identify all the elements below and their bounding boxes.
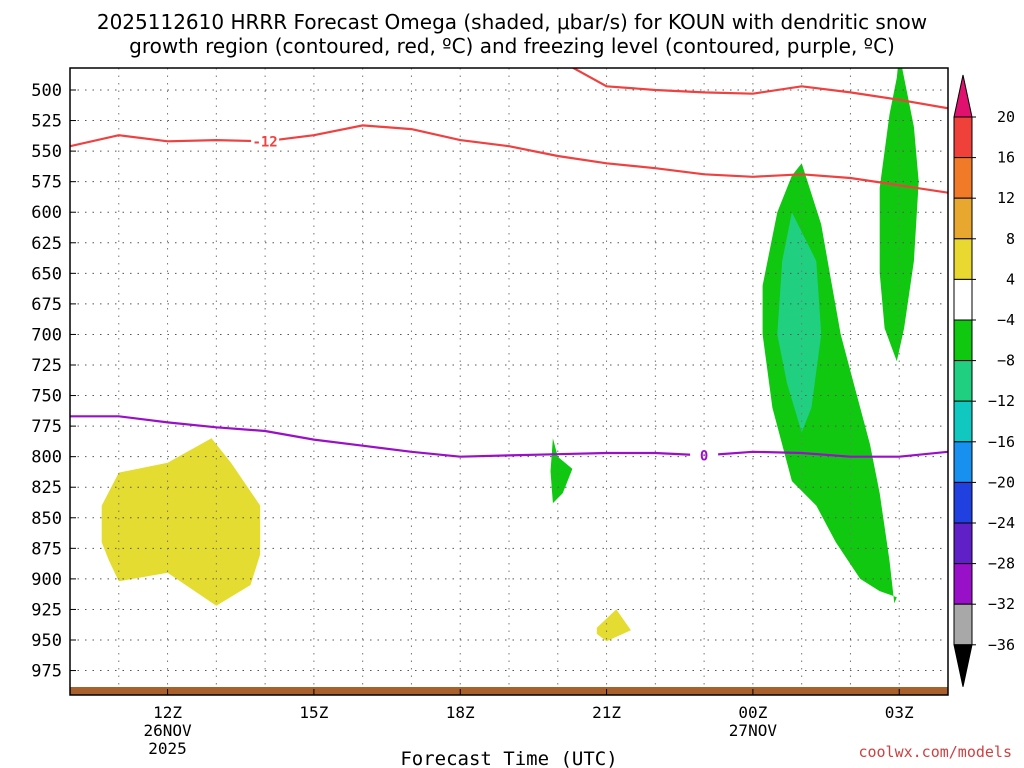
chart-title-line2: growth region (contoured, red, ºC) and f… — [129, 34, 895, 58]
y-tick-label-525: 525 — [31, 112, 62, 132]
colorbar-label-8: −16 — [988, 433, 1015, 451]
x-tick-label-1: 15Z — [299, 703, 328, 722]
colorbar-label-6: −8 — [997, 352, 1015, 370]
colorbar-label-4: 4 — [1006, 270, 1015, 288]
colorbar-band-9 — [953, 481, 973, 524]
y-tick-label-600: 600 — [31, 203, 62, 223]
colorbar-band-12 — [953, 603, 973, 646]
colorbar-band-6 — [953, 360, 973, 402]
y-tick-label-625: 625 — [31, 234, 62, 254]
y-tick-label-975: 975 — [31, 662, 62, 682]
x-tick-label-4: 00Z — [738, 703, 767, 722]
y-tick-label-950: 950 — [31, 631, 62, 651]
x-tick-label-2: 18Z — [446, 703, 475, 722]
dgz-contour-0-label: -12 — [252, 134, 277, 150]
y-tick-label-925: 925 — [31, 600, 62, 620]
colorbar-label-13: −36 — [988, 636, 1015, 654]
y-tick-label-750: 750 — [31, 387, 62, 407]
y-tick-label-825: 825 — [31, 478, 62, 498]
ground-surface — [70, 687, 948, 695]
x-tick-year-0: 2025 — [148, 739, 187, 758]
colorbar-band-7 — [953, 400, 973, 443]
x-tick-label-3: 21Z — [592, 703, 621, 722]
chart-title-line1: 2025112610 HRRR Forecast Omega (shaded, … — [97, 10, 927, 34]
colorbar-band-8 — [953, 441, 973, 483]
dgz-contour-0 — [70, 124, 948, 194]
colorbar-label-1: 16 — [997, 149, 1015, 167]
freezing-level-contour-label: 0 — [700, 448, 708, 464]
plot-frame — [69, 67, 949, 696]
y-tick-label-550: 550 — [31, 142, 62, 162]
omega-region-5 — [879, 68, 919, 362]
y-tick-label-875: 875 — [31, 539, 62, 559]
colorbar-top-arrow — [953, 74, 973, 118]
x-tick-label-0: 12Z — [153, 703, 182, 722]
colorbar-band-5 — [953, 319, 973, 362]
omega-region-2 — [550, 438, 573, 504]
y-tick-label-500: 500 — [31, 81, 62, 101]
colorbar-label-7: −12 — [988, 392, 1015, 410]
omega-region-4 — [777, 212, 822, 433]
colorbar-bottom-arrow — [953, 644, 973, 687]
dgz-contour-1 — [571, 68, 948, 110]
colorbar-label-12: −32 — [988, 595, 1015, 613]
colorbar-band-1 — [953, 157, 973, 199]
freezing-level-contour — [70, 415, 948, 458]
pressure-axis: 500 525 550 575 600 625 650 675 700 725 750 775 800 8… — [31, 81, 76, 682]
omega-region-1 — [596, 609, 631, 642]
y-tick-label-700: 700 — [31, 325, 62, 345]
freezing-level-contour-label-bg — [690, 447, 719, 464]
y-tick-label-575: 575 — [31, 173, 62, 193]
y-tick-label-675: 675 — [31, 295, 62, 315]
dgz-contour-0-label-bg — [251, 133, 280, 150]
y-tick-label-725: 725 — [31, 356, 62, 376]
y-tick-label-900: 900 — [31, 570, 62, 590]
x-tick-date-0: 26NOV — [143, 721, 192, 740]
omega-shading — [101, 68, 919, 642]
y-tick-label-650: 650 — [31, 264, 62, 284]
colorbar-label-11: −28 — [988, 555, 1015, 573]
y-tick-label-800: 800 — [31, 448, 62, 468]
colorbar-label-3: 8 — [1006, 230, 1015, 248]
x-tick-label-5: 03Z — [885, 703, 914, 722]
omega-region-0 — [101, 438, 261, 606]
colorbar-band-11 — [953, 563, 973, 605]
y-tick-label-775: 775 — [31, 417, 62, 437]
colorbar-label-2: 12 — [997, 189, 1015, 207]
colorbar-band-0 — [953, 116, 973, 159]
colorbar-label-10: −24 — [988, 514, 1015, 532]
colorbar: 20 16 12 8 4 −4 −8 −12 −16 −20 −24 −28 −32 −36 — [953, 74, 1015, 687]
x-axis-title: Forecast Time (UTC) — [400, 748, 617, 768]
x-tick-date-4: 27NOV — [729, 721, 778, 740]
colorbar-band-3 — [953, 238, 973, 280]
omega-region-3 — [762, 163, 897, 604]
colorbar-band-4 — [953, 278, 973, 321]
y-tick-label-850: 850 — [31, 509, 62, 529]
credit-text: coolwx.com/models — [858, 743, 1012, 761]
colorbar-label-5: −4 — [997, 311, 1015, 329]
colorbar-band-2 — [953, 197, 973, 240]
colorbar-band-10 — [953, 522, 973, 565]
colorbar-label-0: 20 — [997, 108, 1015, 126]
contour-lines: -12 0 — [70, 68, 948, 464]
colorbar-label-9: −20 — [988, 473, 1015, 491]
